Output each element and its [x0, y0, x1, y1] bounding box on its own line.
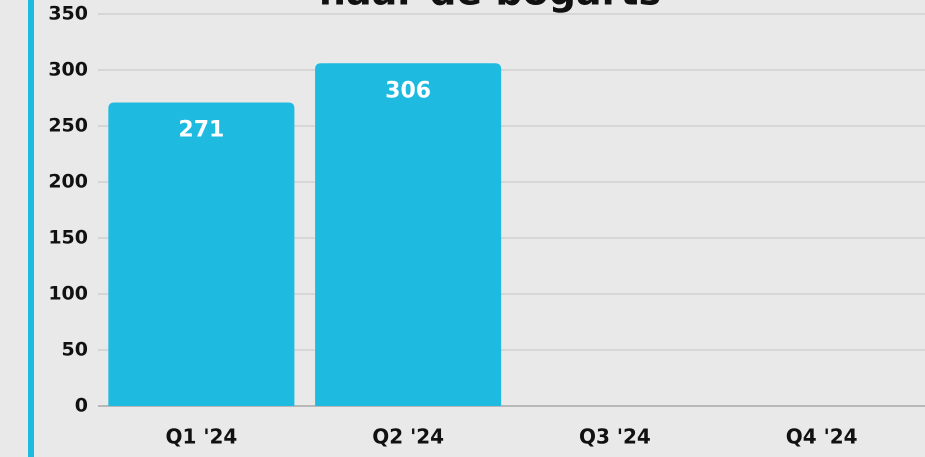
y-tick-label: 50	[62, 339, 88, 361]
x-tick-label: Q2 '24	[372, 425, 444, 449]
y-tick-label: 150	[48, 227, 88, 249]
y-tick-label: 350	[48, 3, 88, 25]
accent-strip	[28, 0, 34, 457]
bar	[108, 102, 295, 406]
chart-title: naar de bogarts	[319, 0, 661, 14]
bar	[315, 63, 502, 406]
y-tick-label: 0	[75, 395, 88, 417]
x-tick-label: Q4 '24	[786, 425, 858, 449]
x-tick-label: Q1 '24	[165, 425, 237, 449]
data-label: 306	[385, 78, 431, 103]
data-label: 271	[178, 117, 224, 142]
y-tick-label: 200	[48, 171, 88, 193]
y-tick-label: 100	[48, 283, 88, 305]
y-tick-label: 300	[48, 59, 88, 81]
x-tick-label: Q3 '24	[579, 425, 651, 449]
y-tick-label: 250	[48, 115, 88, 137]
